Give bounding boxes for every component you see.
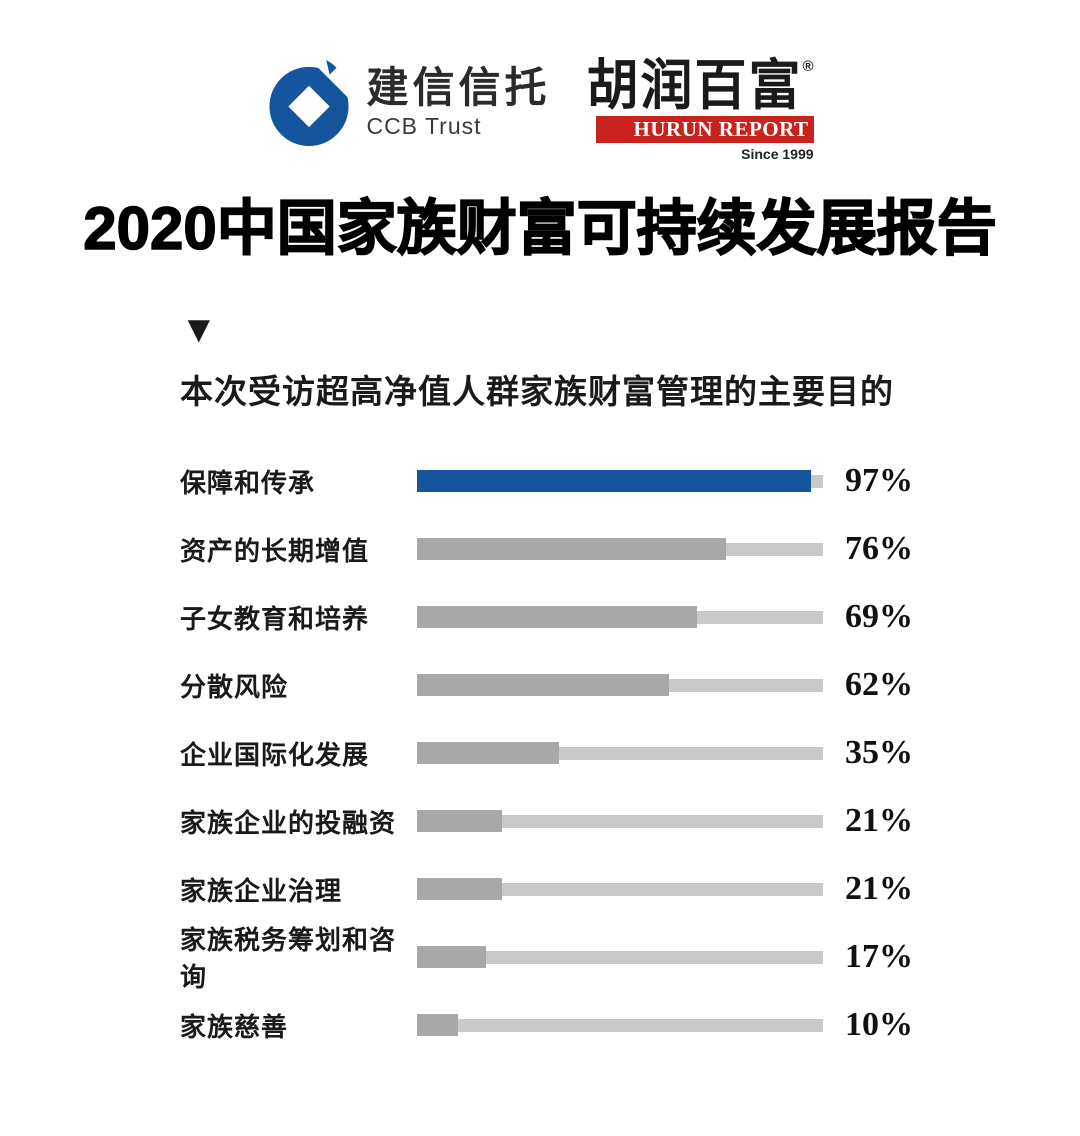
hurun-red-banner: HURUN REPORT — [595, 116, 814, 143]
bar-fill-highlighted — [417, 470, 811, 492]
bar-fill — [417, 538, 726, 560]
bar-row: 家族慈善 10% — [0, 991, 1080, 1059]
bar-row: 家族企业治理 21% — [0, 855, 1080, 923]
bar-row: 分散风险 62% — [0, 651, 1080, 719]
bar-track — [417, 606, 823, 628]
bar-label: 资产的长期增值 — [180, 535, 370, 566]
ccb-trust-logo: 建信信托 CCB Trust — [266, 52, 551, 148]
bar-label: 分散风险 — [180, 671, 289, 702]
hurun-since-tagline: Since 1999 — [741, 146, 814, 162]
registered-trademark-icon: ® — [802, 58, 814, 75]
bar-value: 69% — [845, 598, 913, 635]
bar-fill — [417, 742, 560, 764]
bar-row: 企业国际化发展 35% — [0, 719, 1080, 787]
bar-row: 保障和传承 97% — [0, 447, 1080, 515]
triangle-down-marker-icon: ▼ — [180, 309, 218, 351]
bar-track — [417, 810, 823, 832]
bar-label: 家族税务筹划和咨询 — [180, 925, 397, 992]
hurun-name-en: HURUN REPORT — [633, 117, 809, 141]
bar-track — [417, 742, 823, 764]
bar-value: 21% — [845, 802, 913, 839]
bar-value: 76% — [845, 530, 913, 567]
bar-track — [417, 878, 823, 900]
bar-value: 10% — [845, 1006, 913, 1043]
page-title: 2020中国家族财富可持续发展报告 — [83, 194, 998, 263]
bar-value: 17% — [845, 938, 913, 975]
bar-track — [417, 538, 823, 560]
bar-fill — [417, 606, 698, 628]
ccb-trust-name-en: CCB Trust — [366, 113, 482, 140]
report-header: 建信信托 CCB Trust 胡润百富 ® HURUN REPORT Since… — [0, 0, 1080, 162]
bar-label: 家族慈善 — [180, 1011, 289, 1042]
bar-label: 家族企业治理 — [180, 875, 343, 906]
bar-fill — [417, 1014, 458, 1036]
bar-track — [417, 946, 823, 968]
bar-value: 21% — [845, 870, 913, 907]
bar-label: 企业国际化发展 — [180, 739, 370, 770]
hurun-name-cn: 胡润百富 — [586, 55, 803, 117]
bar-track — [417, 674, 823, 696]
bar-track — [417, 1014, 823, 1036]
bar-row: 家族税务筹划和咨询 17% — [0, 923, 1080, 992]
ccb-bank-emblem-icon — [266, 52, 359, 148]
bar-chart: 保障和传承 97% 资产的长期增值 76% 子女教育和培养 69% 分散风险 62% 企业国际化… — [0, 447, 1080, 1059]
hurun-report-logo: 胡润百富 ® HURUN REPORT Since 1999 — [586, 55, 814, 162]
bar-row: 子女教育和培养 69% — [0, 583, 1080, 651]
bar-value: 35% — [845, 734, 913, 771]
bar-row: 资产的长期增值 76% — [0, 515, 1080, 583]
bar-label: 保障和传承 — [180, 467, 316, 498]
bar-fill — [417, 810, 503, 832]
bar-label: 家族企业的投融资 — [180, 807, 397, 838]
bar-row: 家族企业的投融资 21% — [0, 787, 1080, 855]
bar-track — [417, 470, 823, 492]
bar-fill — [417, 946, 487, 968]
section-header: ▼ 本次受访超高净值人群家族财富管理的主要目的 — [180, 311, 1080, 413]
bar-value: 62% — [845, 666, 913, 703]
bar-label: 子女教育和培养 — [180, 603, 370, 634]
bar-fill — [417, 878, 503, 900]
bar-value: 97% — [845, 462, 913, 499]
bar-fill — [417, 674, 669, 696]
chart-title: 本次受访超高净值人群家族财富管理的主要目的 — [180, 373, 894, 410]
ccb-trust-name-cn: 建信信托 — [366, 63, 551, 111]
